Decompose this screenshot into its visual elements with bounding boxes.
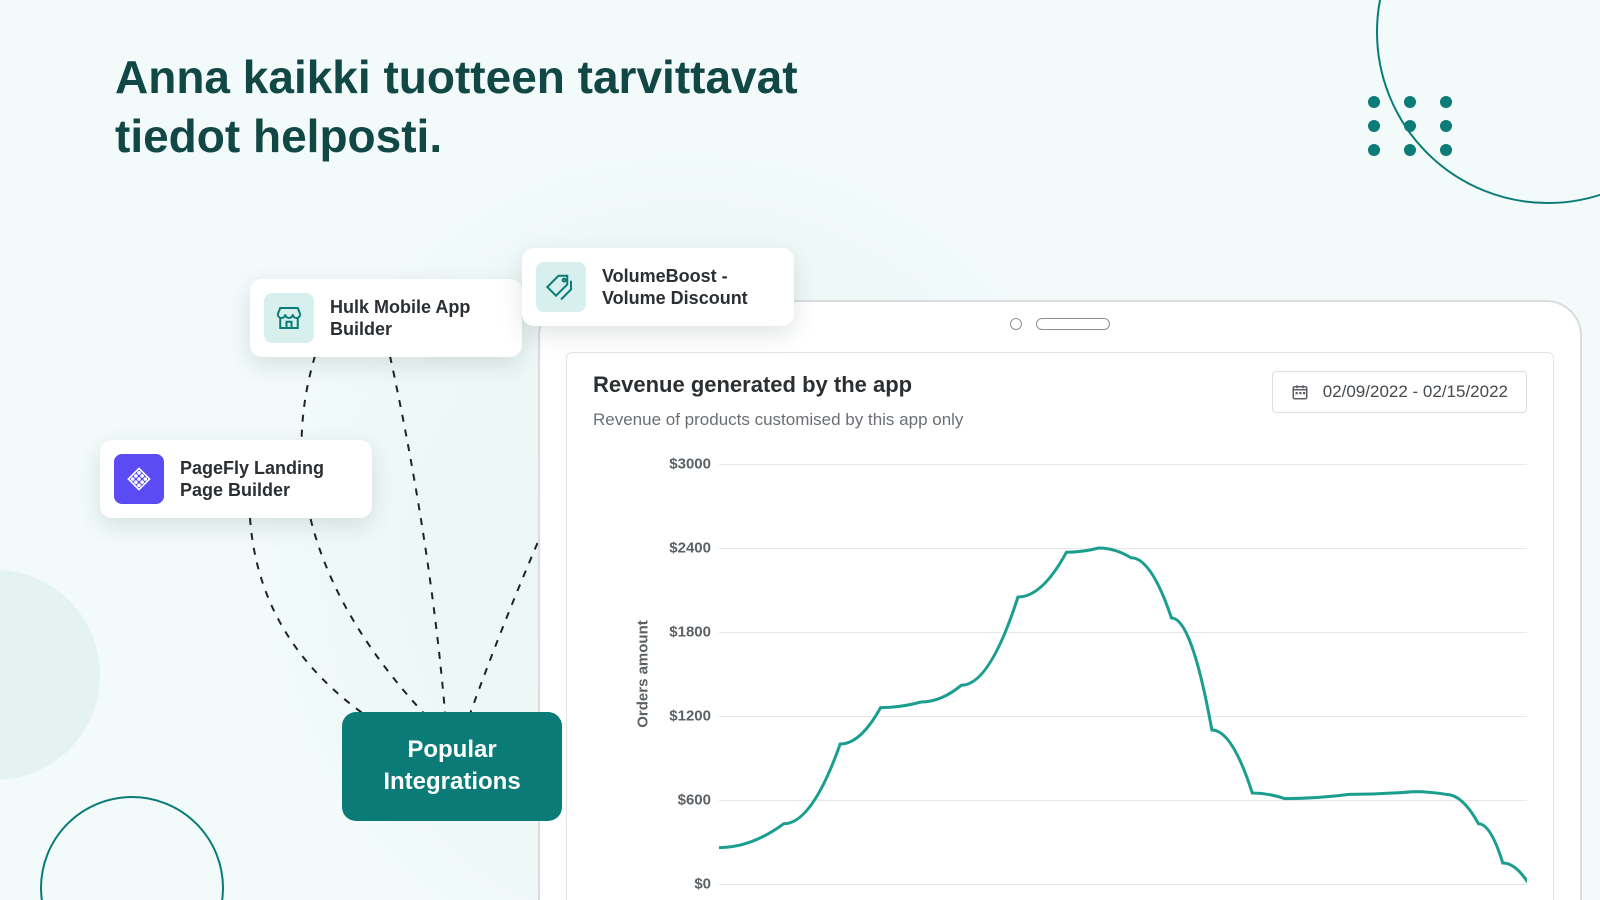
decor-blob-left xyxy=(0,570,100,780)
decor-circle-bottomleft xyxy=(40,796,224,900)
integration-label: Hulk Mobile App Builder xyxy=(330,296,500,341)
y-tick-label: $1200 xyxy=(655,707,711,724)
y-tick-label: $2400 xyxy=(655,539,711,556)
integration-label: VolumeBoost - Volume Discount xyxy=(602,265,772,310)
storefront-icon xyxy=(264,293,314,343)
chart-subtitle: Revenue of products customised by this a… xyxy=(593,410,963,430)
diamond-icon xyxy=(114,454,164,504)
gridline xyxy=(719,884,1527,885)
y-tick-label: $600 xyxy=(655,791,711,808)
revenue-chart: Orders amount $0$600$1200$1800$2400$3000 xyxy=(593,464,1527,884)
y-tick-label: $0 xyxy=(655,875,711,892)
date-range-value: 02/09/2022 - 02/15/2022 xyxy=(1323,382,1508,402)
integration-card-volumeboost[interactable]: VolumeBoost - Volume Discount xyxy=(522,248,794,326)
calendar-icon xyxy=(1291,383,1309,401)
y-tick-label: $1800 xyxy=(655,623,711,640)
page-title: Anna kaikki tuotteen tarvittavat tiedot … xyxy=(115,48,895,166)
integration-card-hulk[interactable]: Hulk Mobile App Builder xyxy=(250,279,522,357)
integration-label: PageFly Landing Page Builder xyxy=(180,457,350,502)
integrations-hub: Popular Integrations xyxy=(342,712,562,821)
chart-title: Revenue generated by the app xyxy=(593,371,963,400)
decor-dot-grid xyxy=(1368,96,1460,156)
chart-svg xyxy=(719,464,1527,884)
integration-card-pagefly[interactable]: PageFly Landing Page Builder xyxy=(100,440,372,518)
date-range-picker[interactable]: 02/09/2022 - 02/15/2022 xyxy=(1272,371,1527,413)
tablet-notch xyxy=(1010,318,1110,330)
y-tick-label: $3000 xyxy=(655,455,711,472)
tags-icon xyxy=(536,262,586,312)
y-axis-label: Orders amount xyxy=(634,620,651,728)
dashboard-screen: Revenue generated by the app Revenue of … xyxy=(566,352,1554,900)
chart-line xyxy=(719,548,1527,881)
tablet-device: Revenue generated by the app Revenue of … xyxy=(538,300,1582,900)
